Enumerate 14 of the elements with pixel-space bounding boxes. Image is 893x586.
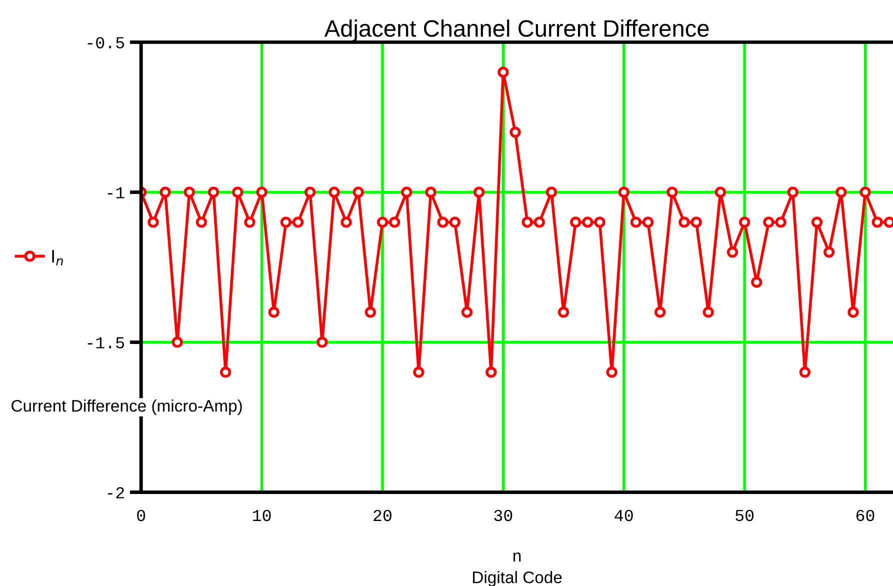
y-tick-label: -2 <box>108 487 124 498</box>
x-tick-label: 30 <box>494 510 512 522</box>
y-tick-label: -1 <box>108 187 124 198</box>
y-tick-label: -0.5 <box>88 37 124 48</box>
x-tick-label: 60 <box>856 510 874 522</box>
y-tick-label: -1.5 <box>88 337 124 348</box>
x-tick-label: 10 <box>252 510 271 522</box>
x-tick-label: 40 <box>614 510 633 522</box>
x-tick-label: 0 <box>137 510 146 522</box>
x-tick-label: 50 <box>736 510 754 522</box>
x-tick-label: 20 <box>374 510 392 522</box>
y-axis-title: Current Difference (micro-Amp) <box>12 400 242 416</box>
legend-label: I$_{n}$ <box>52 250 63 266</box>
chart-title: Adjacent Channel Current Difference <box>324 20 709 42</box>
